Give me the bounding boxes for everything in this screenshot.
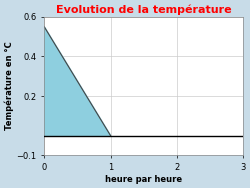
X-axis label: heure par heure: heure par heure [105,175,182,184]
Y-axis label: Température en °C: Température en °C [4,42,14,130]
Title: Evolution de la température: Evolution de la température [56,4,232,15]
